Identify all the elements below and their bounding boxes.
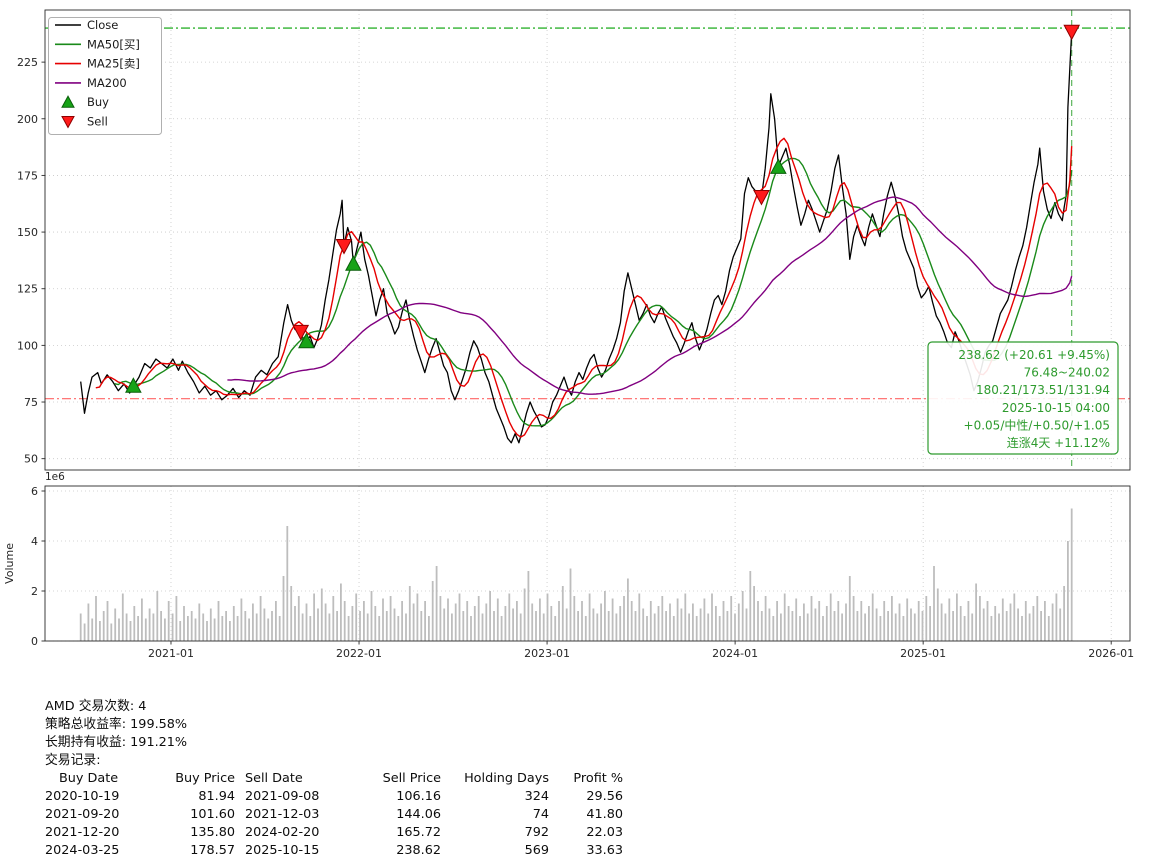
xtick-label: 2023-01 [524, 647, 570, 660]
table-cell: 101.60 [190, 807, 235, 822]
volume-ytick-label: 4 [31, 535, 38, 548]
volume-ytick-label: 0 [31, 635, 38, 648]
column-header: Sell Price [382, 771, 441, 786]
xtick-label: 2026-01 [1088, 647, 1134, 660]
table-cell: 33.63 [586, 843, 623, 858]
annotation-line: +0.05/中性/+0.50/+1.05 [964, 417, 1110, 432]
trade-table: Buy Date Buy Price Sell Date Sell Price Hold… [45, 770, 1157, 860]
volume-ytick-label: 2 [31, 585, 38, 598]
sell-marker [335, 239, 353, 255]
table-cell: 2025-10-15 [245, 843, 320, 858]
sell-marker [1063, 24, 1081, 41]
grid [45, 10, 1130, 642]
column-header: Holding Days [464, 771, 549, 786]
legend-label: Close [87, 18, 118, 32]
xtick-label: 2025-01 [900, 647, 946, 660]
table-cell: 324 [524, 789, 549, 804]
price-ytick-label: 75 [24, 396, 38, 409]
column-header: Buy Price [175, 771, 235, 786]
legend: Close MA50[买] MA25[卖] MA200 Buy Sell [48, 17, 162, 135]
annotation-line: 180.21/173.51/131.94 [976, 383, 1110, 397]
table-cell: 2021-12-03 [245, 807, 320, 822]
legend-label: MA25[卖] [87, 57, 140, 71]
annotation-line: 238.62 (+20.61 +9.45%) [958, 348, 1110, 362]
legend-sell-marker [61, 116, 75, 129]
price-panel [44, 9, 1131, 471]
ma25-line [95, 137, 1073, 438]
volume-axis-title: Volume [3, 543, 16, 584]
table-cell: 178.57 [190, 843, 235, 858]
hold-return-line: 长期持有收益: 191.21% [45, 735, 188, 750]
table-cell: 2024-03-25 [45, 843, 120, 858]
table-cell: 569 [524, 843, 549, 858]
table-cell: 41.80 [586, 807, 623, 822]
trade-report: AMD 交易次数: 4 策略总收益率: 199.58% 长期持有收益: 191.… [45, 698, 1157, 860]
price-ytick-label: 50 [24, 453, 38, 466]
buy-marker [125, 377, 142, 393]
legend-label: MA50[买] [87, 37, 140, 51]
table-header-row: Buy Date Buy Price Sell Date Sell Price Hold… [45, 770, 1157, 788]
table-cell: 792 [524, 825, 549, 840]
table-row: 2020-10-19 81.94 2021-09-08 106.16 324 29.56 [45, 788, 1157, 806]
table-row: 2024-03-25 178.57 2025-10-15 238.62 569 33.63 [45, 842, 1157, 860]
close-line [80, 31, 1073, 444]
quote-annotation: 238.62 (+20.61 +9.45%) 76.48~240.02 180.21… [927, 341, 1119, 455]
price-ytick-label: 150 [17, 226, 38, 239]
volume-panel [44, 485, 1131, 642]
table-cell: 144.06 [396, 807, 441, 822]
buy-marker [298, 332, 315, 349]
annotation-box [927, 341, 1119, 455]
table-cell: 2024-02-20 [245, 825, 320, 840]
xtick-label: 2022-01 [336, 647, 382, 660]
annotation-line: 76.48~240.02 [1024, 366, 1110, 380]
legend-buy-marker [61, 95, 75, 108]
column-header: Sell Date [245, 771, 303, 786]
table-row: 2021-12-20 135.80 2024-02-20 165.72 792 22.03 [45, 824, 1157, 842]
price-ytick-label: 100 [17, 339, 38, 352]
legend-label: Sell [87, 115, 108, 129]
axes-labels: 50 75 100 125 150 175 200 225 0 2 4 6 2021-01 2022-01… [3, 56, 1134, 660]
amd-stock-chart: 50 75 100 125 150 175 200 225 0 2 4 6 2021-01 2022-01… [3, 9, 1134, 660]
table-cell: 29.56 [586, 789, 623, 804]
annotation-line: 连涨4天 +11.12% [1007, 435, 1110, 450]
buy-marker [345, 255, 362, 271]
price-ytick-label: 125 [17, 283, 38, 296]
table-cell: 238.62 [396, 843, 441, 858]
table-cell: 165.72 [396, 825, 441, 840]
sell-marker [753, 189, 770, 206]
annotation-line: 2025-10-15 04:00 [1002, 401, 1110, 415]
trade-log-title: 交易记录: [45, 753, 101, 768]
strategy-return-line: 策略总收益率: 199.58% [45, 717, 188, 732]
volume-ytick-label: 6 [31, 485, 38, 498]
legend-box [48, 17, 162, 135]
table-cell: 2020-10-19 [45, 789, 120, 804]
sell-marker [292, 324, 310, 341]
table-row: 2021-09-20 101.60 2021-12-03 144.06 74 41.80 [45, 806, 1157, 824]
price-ytick-label: 225 [17, 56, 38, 69]
table-cell: 2021-09-20 [45, 807, 120, 822]
column-header: Buy Date [59, 771, 119, 786]
table-cell: 2021-09-08 [245, 789, 320, 804]
table-cell: 106.16 [396, 789, 441, 804]
price-ytick-label: 175 [17, 169, 38, 182]
volume-offset-label: 1e6 [45, 471, 65, 483]
column-header: Profit % [573, 771, 623, 786]
legend-label: Buy [87, 95, 109, 109]
table-cell: 22.03 [586, 825, 623, 840]
ma200-line [227, 196, 1073, 395]
trade-count-line: AMD 交易次数: 4 [45, 699, 147, 714]
table-cell: 74 [532, 807, 549, 822]
price-ytick-label: 200 [17, 113, 38, 126]
legend-label: MA200 [87, 76, 127, 90]
xtick-label: 2024-01 [712, 647, 758, 660]
volume-bars [79, 508, 1073, 641]
xtick-label: 2021-01 [148, 647, 194, 660]
table-cell: 2021-12-20 [45, 825, 120, 840]
table-cell: 81.94 [198, 789, 235, 804]
buy-marker [770, 158, 787, 174]
table-cell: 135.80 [190, 825, 235, 840]
